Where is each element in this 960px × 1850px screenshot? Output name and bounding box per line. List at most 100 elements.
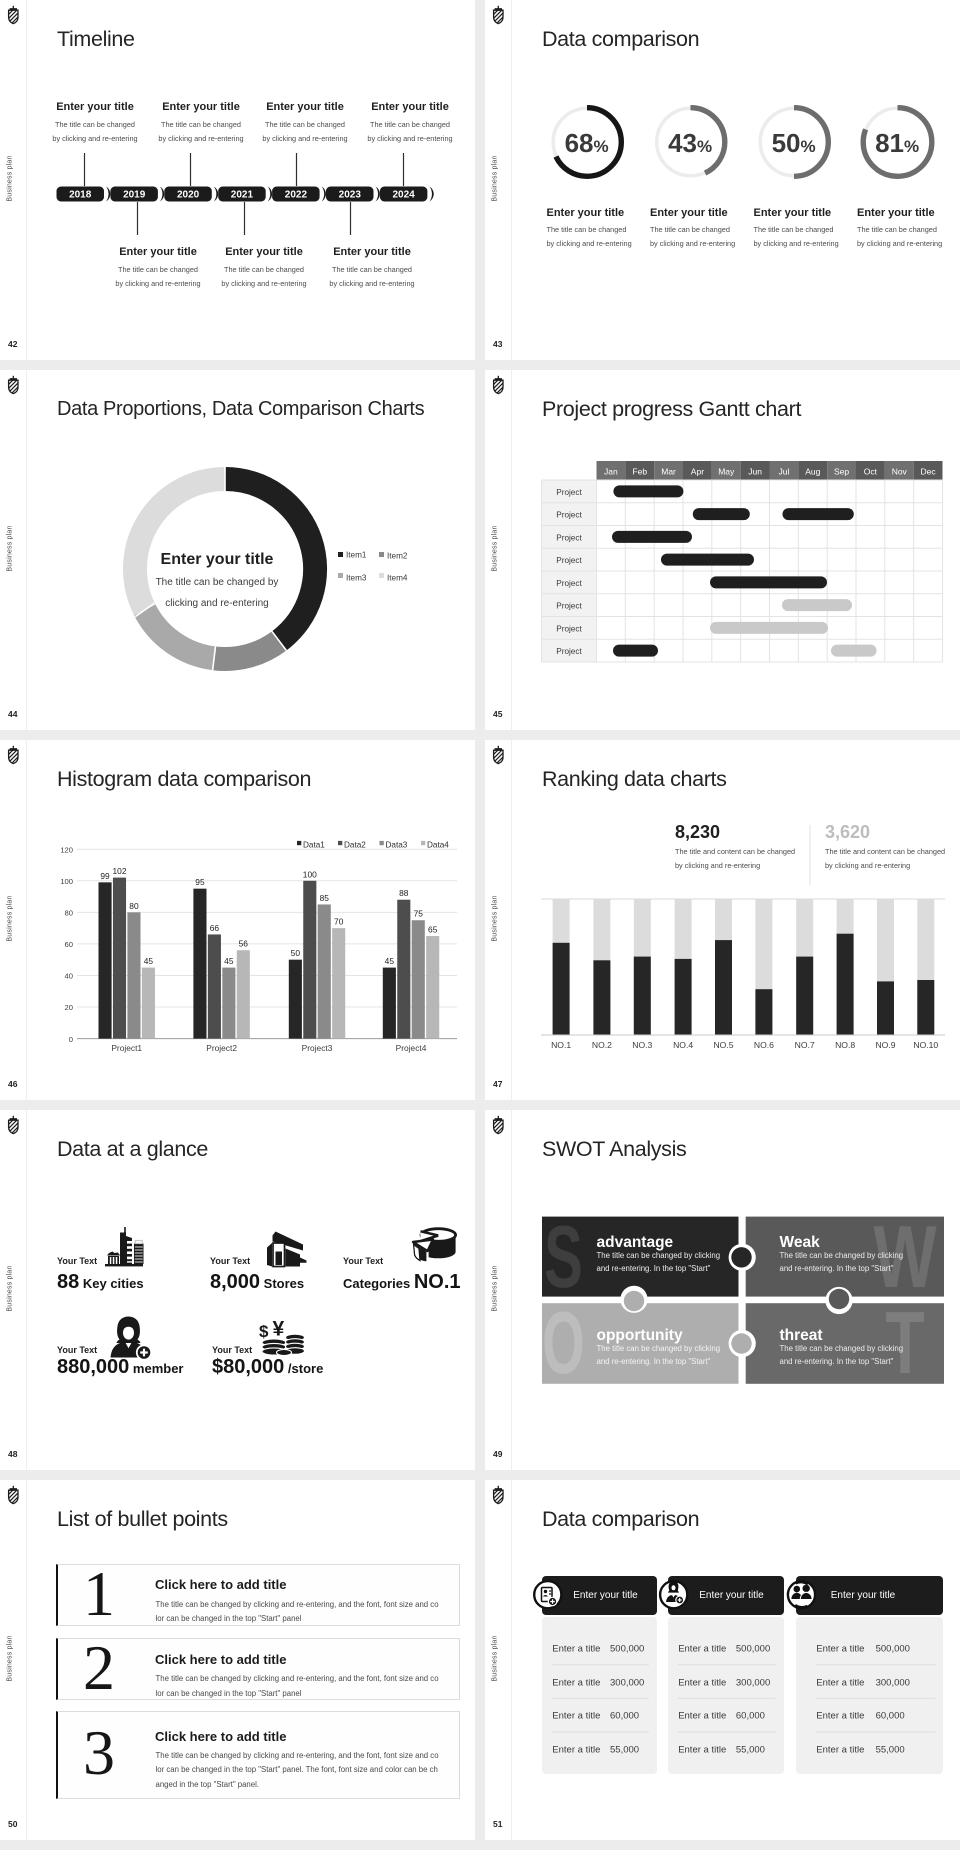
svg-text:Project: Project — [556, 511, 582, 520]
svg-text:55,000: 55,000 — [876, 1744, 905, 1755]
svg-text:95: 95 — [195, 877, 205, 887]
svg-text:Project: Project — [556, 556, 582, 565]
svg-text:S: S — [544, 1208, 583, 1306]
svg-text:Item4: Item4 — [387, 574, 408, 583]
svg-text:500,000: 500,000 — [610, 1644, 644, 1655]
svg-text:Data4: Data4 — [427, 841, 449, 850]
svg-text:Project2: Project2 — [206, 1043, 237, 1053]
svg-text:43%: 43% — [668, 128, 712, 158]
svg-text:99: 99 — [100, 871, 110, 881]
svg-text:¥: ¥ — [273, 1320, 285, 1341]
svg-text:Data1: Data1 — [303, 841, 325, 850]
svg-text:2024: 2024 — [392, 190, 415, 201]
svg-text:40: 40 — [65, 972, 73, 981]
svg-text:75: 75 — [414, 909, 424, 919]
svg-text:88: 88 — [399, 888, 409, 898]
svg-text:T: T — [885, 1294, 924, 1392]
svg-text:NO.9: NO.9 — [875, 1040, 895, 1050]
svg-text:W: W — [873, 1207, 936, 1306]
svg-text:Enter a title: Enter a title — [678, 1744, 726, 1755]
svg-text:60: 60 — [65, 940, 73, 949]
svg-text:Sep: Sep — [834, 467, 849, 477]
svg-text:NO.2: NO.2 — [592, 1040, 612, 1050]
svg-text:Mar: Mar — [661, 467, 676, 477]
svg-text:Jun: Jun — [748, 467, 762, 477]
svg-text:Feb: Feb — [632, 467, 647, 477]
svg-text:Enter a title: Enter a title — [552, 1711, 600, 1722]
svg-text:Jul: Jul — [778, 467, 789, 477]
svg-text:Enter a title: Enter a title — [816, 1677, 864, 1688]
svg-text:Item3: Item3 — [346, 574, 367, 583]
svg-text:Enter a title: Enter a title — [816, 1644, 864, 1655]
svg-text:O: O — [542, 1294, 584, 1393]
svg-text:Nov: Nov — [892, 467, 908, 477]
svg-text:Enter a title: Enter a title — [678, 1677, 726, 1688]
svg-text:45: 45 — [385, 956, 395, 966]
svg-text:Project: Project — [556, 533, 582, 542]
svg-text:55,000: 55,000 — [736, 1744, 765, 1755]
svg-text:Enter a title: Enter a title — [678, 1644, 726, 1655]
svg-text:2018: 2018 — [69, 190, 92, 201]
svg-text:80: 80 — [129, 901, 139, 911]
svg-text:Enter a title: Enter a title — [552, 1744, 600, 1755]
svg-text:Enter a title: Enter a title — [552, 1644, 600, 1655]
svg-text:NO.7: NO.7 — [795, 1040, 815, 1050]
svg-text:2023: 2023 — [339, 190, 362, 201]
svg-text:81%: 81% — [875, 128, 919, 158]
svg-text:Data2: Data2 — [344, 841, 366, 850]
svg-text:Project: Project — [556, 624, 582, 633]
svg-text:45: 45 — [144, 956, 154, 966]
svg-text:Enter a title: Enter a title — [816, 1744, 864, 1755]
svg-text:102: 102 — [113, 866, 127, 876]
svg-text:300,000: 300,000 — [610, 1677, 644, 1688]
svg-text:0: 0 — [69, 1035, 73, 1044]
svg-text:Project: Project — [556, 602, 582, 611]
svg-text:Item1: Item1 — [346, 551, 367, 560]
svg-text:NO.3: NO.3 — [632, 1040, 652, 1050]
svg-text:Enter a title: Enter a title — [678, 1711, 726, 1722]
svg-text:65: 65 — [428, 925, 438, 935]
svg-text:Enter a title: Enter a title — [816, 1711, 864, 1722]
svg-text:85: 85 — [320, 893, 330, 903]
svg-text:100: 100 — [303, 869, 317, 879]
svg-text:80: 80 — [65, 909, 73, 918]
svg-text:Project: Project — [556, 488, 582, 497]
svg-text:Jan: Jan — [604, 467, 618, 477]
svg-text:500,000: 500,000 — [736, 1644, 770, 1655]
svg-text:70: 70 — [334, 917, 344, 927]
svg-text:300,000: 300,000 — [736, 1677, 770, 1688]
svg-text:2020: 2020 — [177, 190, 200, 201]
svg-text:NO.4: NO.4 — [673, 1040, 693, 1050]
svg-text:500,000: 500,000 — [876, 1644, 910, 1655]
svg-text:Dec: Dec — [921, 467, 937, 477]
svg-text:100: 100 — [60, 877, 73, 886]
svg-text:120: 120 — [60, 845, 73, 854]
svg-text:NO.6: NO.6 — [754, 1040, 774, 1050]
svg-text:45: 45 — [224, 956, 234, 966]
svg-text:56: 56 — [239, 939, 249, 949]
svg-text:$: $ — [259, 1322, 269, 1341]
svg-text:May: May — [718, 467, 735, 477]
svg-text:Project4: Project4 — [396, 1043, 427, 1053]
svg-text:55,000: 55,000 — [610, 1744, 639, 1755]
svg-text:68%: 68% — [565, 128, 609, 158]
svg-text:NO.5: NO.5 — [713, 1040, 733, 1050]
svg-text:NO.8: NO.8 — [835, 1040, 855, 1050]
svg-text:Apr: Apr — [691, 467, 704, 477]
svg-text:60,000: 60,000 — [876, 1711, 905, 1722]
svg-text:NO.10: NO.10 — [913, 1040, 938, 1050]
svg-text:66: 66 — [210, 923, 220, 933]
svg-text:50: 50 — [291, 948, 301, 958]
svg-text:Oct: Oct — [864, 467, 878, 477]
svg-text:NO.1: NO.1 — [551, 1040, 571, 1050]
svg-text:Enter a title: Enter a title — [552, 1677, 600, 1688]
svg-text:60,000: 60,000 — [736, 1711, 765, 1722]
svg-text:Project: Project — [556, 579, 582, 588]
svg-text:Project1: Project1 — [111, 1043, 142, 1053]
svg-text:300,000: 300,000 — [876, 1677, 910, 1688]
svg-text:2021: 2021 — [231, 190, 254, 201]
svg-text:20: 20 — [65, 1003, 73, 1012]
svg-text:2022: 2022 — [285, 190, 308, 201]
svg-text:50%: 50% — [772, 128, 816, 158]
svg-text:Item2: Item2 — [387, 552, 408, 561]
